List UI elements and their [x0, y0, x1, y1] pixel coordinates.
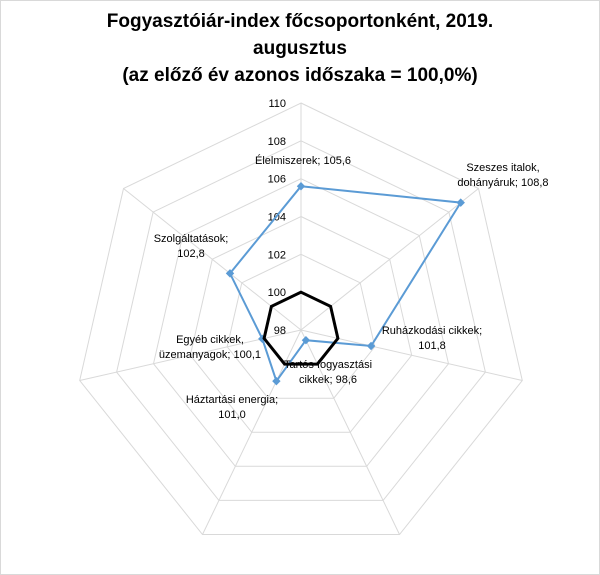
gridline-ring — [189, 215, 413, 433]
data-label: Tartós fogyasztási — [284, 359, 372, 371]
tick-label: 106 — [268, 174, 286, 186]
data-label: 101,8 — [418, 340, 446, 352]
chart-title-line: augusztus — [253, 38, 347, 59]
data-label: üzemanyagok; 100,1 — [159, 349, 261, 361]
data-point — [225, 269, 235, 278]
data-point — [301, 336, 311, 345]
data-label: Szolgáltatások; — [154, 233, 229, 245]
data-label: 101,0 — [218, 409, 246, 421]
data-label: Ruházkodási cikkek; — [382, 325, 482, 337]
chart-title-line: (az előző év azonos időszaka = 100,0%) — [122, 65, 478, 86]
data-label: Egyéb cikkek, — [176, 334, 244, 346]
tick-label: 110 — [268, 98, 286, 110]
data-point — [272, 376, 281, 386]
gridline-ring — [116, 140, 486, 501]
spoke-line — [300, 188, 479, 331]
tick-label: 104 — [268, 212, 286, 224]
tick-label: 102 — [268, 249, 286, 261]
data-label: Szeszes italok, — [466, 162, 539, 174]
tick-label: 100 — [268, 287, 286, 299]
data-label: cikkek; 98,6 — [299, 374, 357, 386]
data-point — [296, 182, 306, 191]
tick-label: 108 — [268, 136, 286, 148]
data-label: dohányáruk; 108,8 — [457, 177, 548, 189]
gridline-ring — [152, 178, 450, 467]
series-line — [228, 185, 463, 384]
chart-title: Fogyasztóiár-index főcsoportonként, 2019… — [0, 8, 600, 89]
tick-label: 98 — [274, 325, 286, 337]
data-label: 102,8 — [177, 248, 205, 260]
data-point — [366, 341, 376, 351]
reference-line — [262, 290, 340, 366]
spoke-line — [300, 329, 523, 381]
data-point — [456, 198, 465, 207]
gridline-ring — [79, 102, 523, 535]
chart-title-line: Fogyasztóiár-index főcsoportonként, 2019… — [106, 11, 494, 32]
data-label: Élelmiszerek; 105,6 — [255, 154, 351, 167]
data-label: Háztartási energia; — [186, 394, 278, 406]
